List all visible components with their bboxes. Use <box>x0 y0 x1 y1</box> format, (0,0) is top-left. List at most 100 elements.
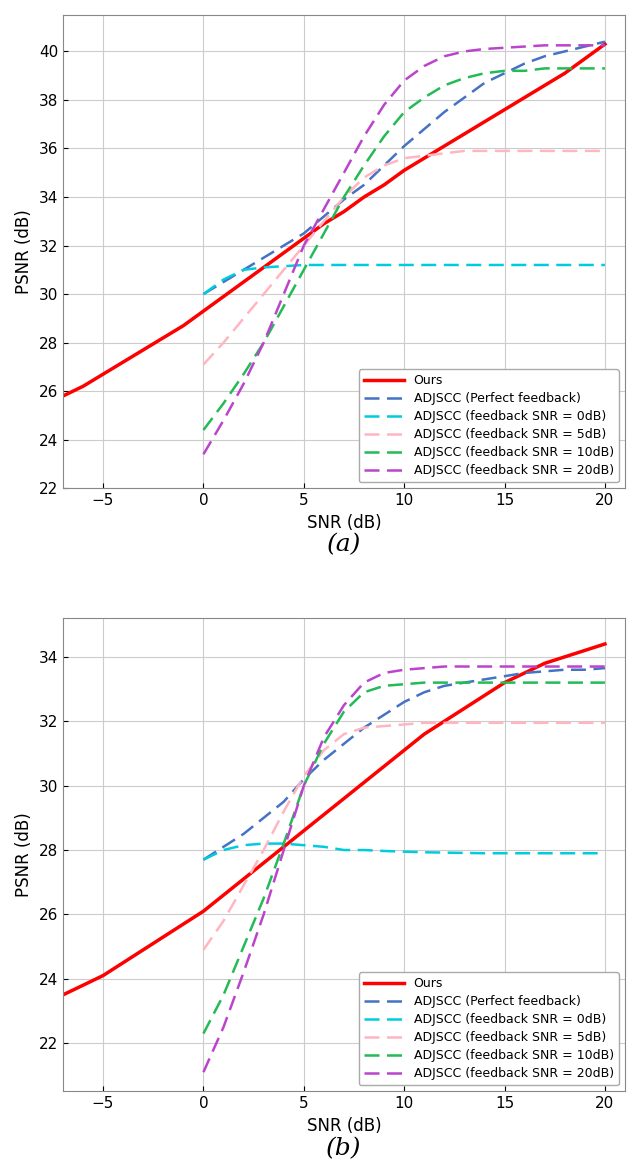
ADJSCC (Perfect feedback) <box>320 753 328 767</box>
ADJSCC (feedback SNR = 20dB) <box>461 659 468 673</box>
X-axis label: SNR (dB): SNR (dB) <box>307 1117 381 1134</box>
ADJSCC (feedback SNR = 0dB) <box>500 258 508 272</box>
ADJSCC (feedback SNR = 0dB) <box>200 287 207 301</box>
ADJSCC (feedback SNR = 10dB) <box>521 676 529 690</box>
Ours <box>601 637 609 651</box>
ADJSCC (feedback SNR = 20dB) <box>280 287 287 301</box>
ADJSCC (feedback SNR = 20dB) <box>561 39 568 53</box>
Line: ADJSCC (Perfect feedback): ADJSCC (Perfect feedback) <box>204 42 605 294</box>
ADJSCC (Perfect feedback) <box>240 263 248 277</box>
ADJSCC (feedback SNR = 0dB) <box>240 838 248 852</box>
ADJSCC (feedback SNR = 0dB) <box>360 843 368 857</box>
ADJSCC (feedback SNR = 5dB) <box>420 715 428 729</box>
ADJSCC (feedback SNR = 5dB) <box>340 727 348 741</box>
ADJSCC (Perfect feedback) <box>440 105 448 119</box>
ADJSCC (feedback SNR = 0dB) <box>461 846 468 860</box>
ADJSCC (feedback SNR = 20dB) <box>380 666 388 680</box>
ADJSCC (feedback SNR = 0dB) <box>340 843 348 857</box>
ADJSCC (feedback SNR = 10dB) <box>481 67 488 81</box>
ADJSCC (Perfect feedback) <box>340 736 348 750</box>
ADJSCC (feedback SNR = 10dB) <box>401 677 408 691</box>
ADJSCC (feedback SNR = 0dB) <box>300 838 308 852</box>
ADJSCC (feedback SNR = 5dB) <box>360 170 368 184</box>
Line: ADJSCC (feedback SNR = 10dB): ADJSCC (feedback SNR = 10dB) <box>204 683 605 1034</box>
Ours <box>541 656 548 670</box>
Ours <box>140 343 147 357</box>
ADJSCC (feedback SNR = 20dB) <box>200 1065 207 1079</box>
Ours <box>481 689 488 703</box>
ADJSCC (feedback SNR = 10dB) <box>561 676 568 690</box>
ADJSCC (feedback SNR = 5dB) <box>220 914 227 928</box>
ADJSCC (feedback SNR = 10dB) <box>240 939 248 953</box>
ADJSCC (feedback SNR = 10dB) <box>581 62 589 76</box>
Ours <box>159 330 167 344</box>
ADJSCC (feedback SNR = 0dB) <box>601 846 609 860</box>
ADJSCC (feedback SNR = 5dB) <box>300 769 308 783</box>
ADJSCC (feedback SNR = 5dB) <box>360 721 368 735</box>
Ours <box>119 355 127 369</box>
ADJSCC (feedback SNR = 5dB) <box>541 144 548 158</box>
Ours <box>521 91 529 105</box>
ADJSCC (feedback SNR = 20dB) <box>500 659 508 673</box>
Line: ADJSCC (feedback SNR = 5dB): ADJSCC (feedback SNR = 5dB) <box>204 151 605 364</box>
ADJSCC (feedback SNR = 0dB) <box>380 844 388 858</box>
ADJSCC (Perfect feedback) <box>420 685 428 699</box>
ADJSCC (Perfect feedback) <box>200 287 207 301</box>
Line: ADJSCC (feedback SNR = 20dB): ADJSCC (feedback SNR = 20dB) <box>204 46 605 454</box>
ADJSCC (feedback SNR = 10dB) <box>420 91 428 105</box>
ADJSCC (feedback SNR = 20dB) <box>260 336 268 350</box>
ADJSCC (feedback SNR = 5dB) <box>420 148 428 162</box>
ADJSCC (Perfect feedback) <box>300 226 308 240</box>
Ours <box>79 379 87 393</box>
ADJSCC (feedback SNR = 5dB) <box>380 719 388 733</box>
Ours <box>320 808 328 822</box>
Ours <box>401 743 408 757</box>
ADJSCC (feedback SNR = 20dB) <box>360 130 368 144</box>
ADJSCC (Perfect feedback) <box>440 679 448 693</box>
ADJSCC (feedback SNR = 10dB) <box>260 892 268 906</box>
ADJSCC (feedback SNR = 20dB) <box>440 49 448 63</box>
ADJSCC (feedback SNR = 20dB) <box>440 659 448 673</box>
ADJSCC (feedback SNR = 10dB) <box>440 78 448 92</box>
ADJSCC (Perfect feedback) <box>360 177 368 191</box>
ADJSCC (feedback SNR = 10dB) <box>380 679 388 693</box>
ADJSCC (feedback SNR = 10dB) <box>200 422 207 436</box>
Ours <box>440 714 448 728</box>
ADJSCC (feedback SNR = 20dB) <box>500 41 508 55</box>
ADJSCC (feedback SNR = 20dB) <box>380 98 388 112</box>
ADJSCC (feedback SNR = 20dB) <box>481 42 488 56</box>
ADJSCC (feedback SNR = 5dB) <box>521 715 529 729</box>
ADJSCC (feedback SNR = 10dB) <box>601 62 609 76</box>
Ours <box>561 650 568 664</box>
ADJSCC (Perfect feedback) <box>401 694 408 708</box>
Ours <box>380 760 388 774</box>
ADJSCC (feedback SNR = 10dB) <box>340 705 348 719</box>
Text: (a): (a) <box>327 533 361 557</box>
Ours <box>461 701 468 715</box>
ADJSCC (feedback SNR = 10dB) <box>500 676 508 690</box>
Ours <box>380 177 388 191</box>
ADJSCC (feedback SNR = 5dB) <box>280 804 287 818</box>
ADJSCC (feedback SNR = 20dB) <box>481 659 488 673</box>
ADJSCC (feedback SNR = 20dB) <box>420 662 428 676</box>
X-axis label: SNR (dB): SNR (dB) <box>307 513 381 532</box>
ADJSCC (feedback SNR = 10dB) <box>541 676 548 690</box>
ADJSCC (feedback SNR = 20dB) <box>541 39 548 53</box>
Ours <box>360 775 368 789</box>
ADJSCC (Perfect feedback) <box>300 773 308 787</box>
ADJSCC (feedback SNR = 10dB) <box>360 159 368 173</box>
ADJSCC (feedback SNR = 20dB) <box>541 659 548 673</box>
ADJSCC (feedback SNR = 10dB) <box>280 837 287 851</box>
Line: ADJSCC (Perfect feedback): ADJSCC (Perfect feedback) <box>204 669 605 860</box>
ADJSCC (Perfect feedback) <box>481 76 488 90</box>
ADJSCC (feedback SNR = 5dB) <box>440 146 448 160</box>
Ours <box>59 988 67 1002</box>
ADJSCC (feedback SNR = 5dB) <box>240 312 248 326</box>
Ours <box>220 289 227 303</box>
Ours <box>420 152 428 166</box>
Y-axis label: PSNR (dB): PSNR (dB) <box>15 209 33 294</box>
ADJSCC (feedback SNR = 0dB) <box>380 258 388 272</box>
ADJSCC (feedback SNR = 20dB) <box>220 413 227 427</box>
Ours <box>521 666 529 680</box>
ADJSCC (Perfect feedback) <box>360 721 368 735</box>
